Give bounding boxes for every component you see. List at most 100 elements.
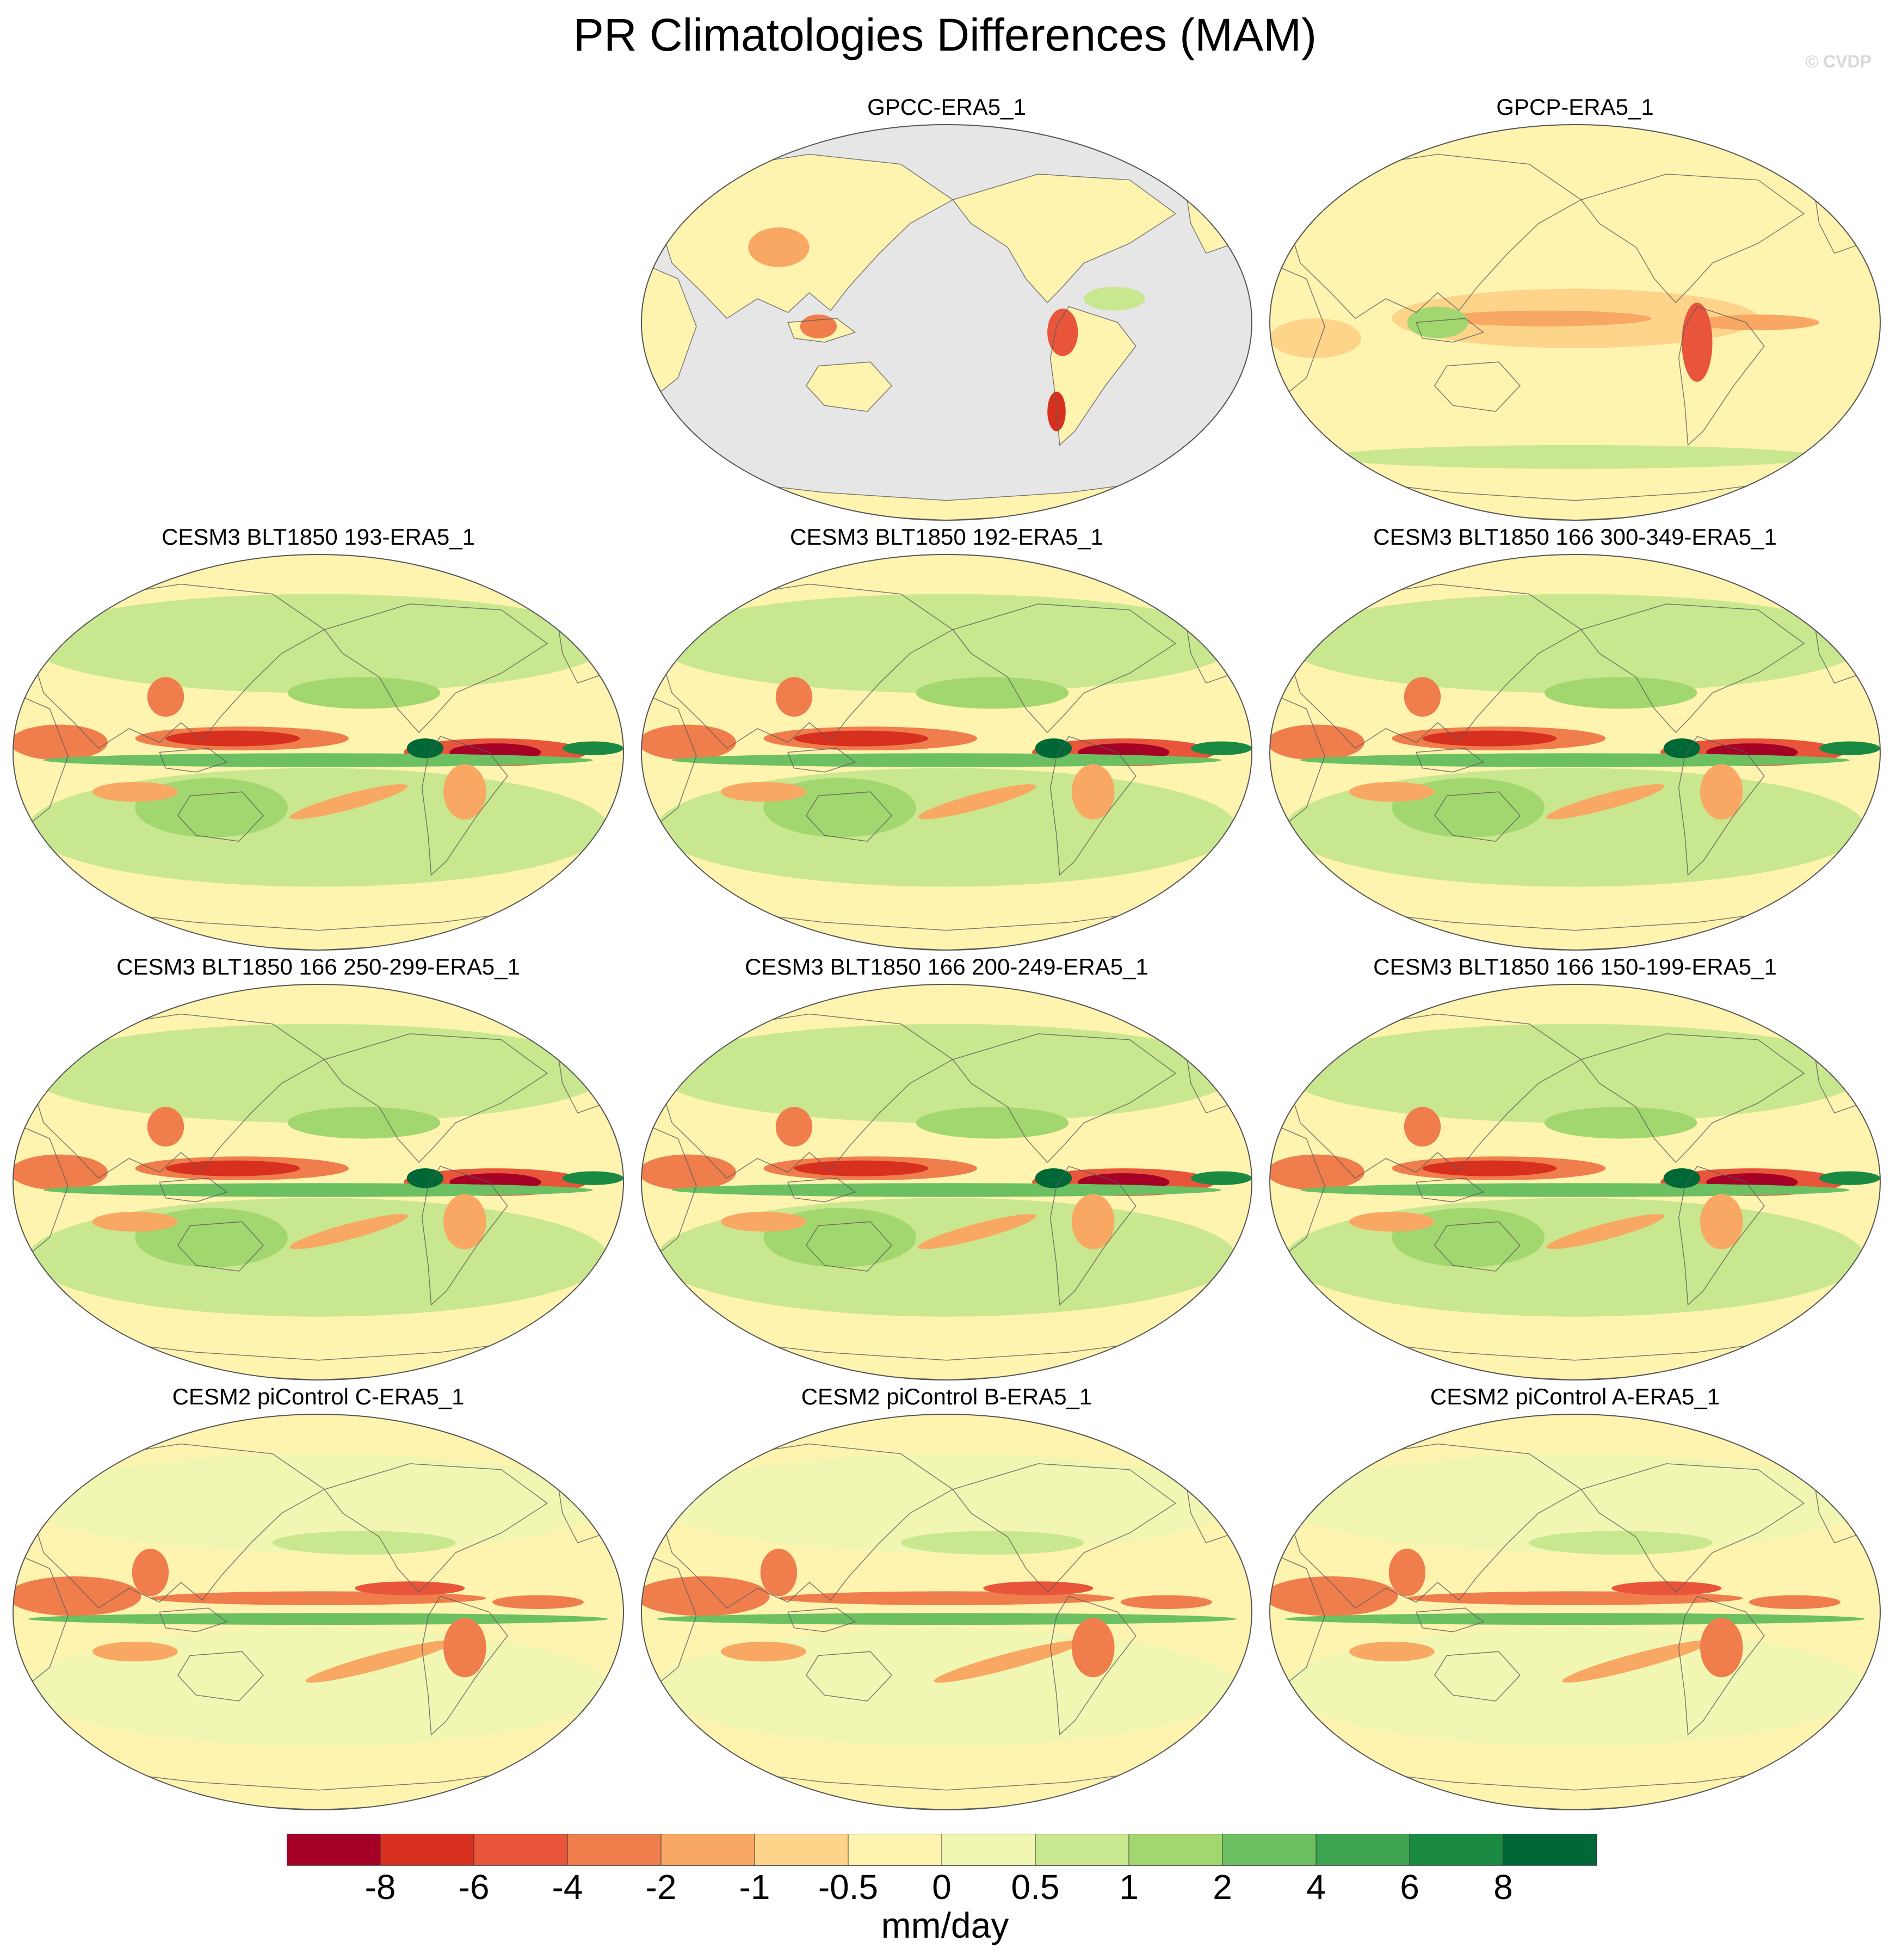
colorbar: -8 -6 -4 -2 -1 -0.5 0 0.5 1 2 4 6 8 (287, 1834, 1597, 1904)
coastline-north-america (1580, 174, 1805, 304)
panel-title-5: CESM3 BLT1850 166 300-349-ERA5_1 (1373, 524, 1777, 550)
east-asia-dry (1404, 1107, 1441, 1147)
atlantic-dry (492, 1595, 584, 1609)
nh-midlat-wet (657, 1024, 1237, 1123)
coastline-maritime-continent (787, 318, 856, 343)
panel-title-8: CESM3 BLT1850 166 150-199-ERA5_1 (1373, 954, 1777, 979)
coastline-north-america (952, 603, 1177, 734)
coastline-south-america (1678, 1595, 1765, 1736)
coastline-maritime-continent (787, 1178, 856, 1203)
coastline-south-america (421, 1595, 508, 1736)
panel-title-10: CESM2 piControl B-ERA5_1 (801, 1384, 1092, 1409)
map-panel-9 (13, 1414, 624, 1810)
npacific-wet (916, 1107, 1069, 1139)
colorbar-tick-label: 0.5 (1011, 1867, 1060, 1904)
east-asia-dry (1404, 677, 1441, 717)
atlantic-dry (1697, 315, 1819, 330)
colorbar-tick-label: 8 (1493, 1867, 1513, 1904)
land-australia (806, 362, 892, 412)
south-indian-dry (1349, 1212, 1435, 1232)
equatorial-wet-band (672, 753, 1221, 767)
panama-wet (406, 738, 444, 759)
east-pacific-dry (983, 1581, 1094, 1595)
east-atlantic-wet (1819, 1171, 1880, 1185)
map-outline (1269, 554, 1881, 951)
coastline-australia (177, 791, 264, 842)
brazil-dry (443, 1618, 486, 1678)
npacific-wet (900, 1531, 1084, 1555)
north-itcz-core (794, 730, 929, 747)
coastline-asia-europe (28, 1013, 325, 1179)
coastline-south-america (1678, 1166, 1765, 1306)
brazil-dry (1072, 1618, 1115, 1678)
east-asia-dry (775, 1107, 813, 1147)
colorbar-box-2 (380, 1834, 474, 1865)
coastline-australia (177, 1221, 264, 1272)
east-atlantic-wet (1819, 741, 1880, 755)
coastline-south-america (421, 736, 508, 876)
south-indian-dry (720, 782, 806, 802)
map-outline (13, 1414, 624, 1810)
indian-ocean-dry (1270, 1154, 1364, 1190)
brazil-dry (1072, 1194, 1115, 1250)
colorbar-box-3 (474, 1834, 567, 1865)
nh-midlat-wet (1285, 1024, 1865, 1123)
npacific-wet (916, 677, 1069, 709)
equatorial-wet-band (1300, 1183, 1850, 1197)
map-panel-5 (1269, 554, 1881, 951)
spcz-dry (1546, 784, 1665, 819)
panama-wet (406, 1168, 444, 1188)
colorbar-box-4 (567, 1834, 661, 1865)
equatorial-wet-band (672, 1183, 1221, 1197)
npacific-wet (287, 1107, 441, 1139)
coastline-north-america (323, 1033, 548, 1163)
coastline-maritime-continent (159, 748, 228, 773)
spcz-dry (1562, 1640, 1710, 1683)
coastline-north-america (952, 1463, 1177, 1593)
east-asia-dry (1388, 1549, 1426, 1597)
nh-midlat-wet (28, 1024, 608, 1123)
colorbar-box-10 (1129, 1834, 1222, 1865)
colorbar-tick-label: 2 (1213, 1867, 1232, 1904)
coastline-maritime-continent (787, 748, 856, 773)
watermark: © CVDP (1805, 52, 1872, 71)
panel-title-9: CESM2 piControl C-ERA5_1 (172, 1384, 465, 1409)
atlantic-dry (1120, 1595, 1212, 1609)
colorbar-unit-label: mm/day (881, 1905, 1009, 1945)
spcz-dry (289, 1214, 408, 1249)
coastline-south-america (1049, 1595, 1137, 1736)
coastline-asia-europe (656, 583, 954, 749)
map-panel-1 (641, 124, 1252, 521)
spcz-dry (305, 1640, 453, 1683)
east-asia-dry (760, 1549, 798, 1597)
brazil-dry (1700, 1618, 1743, 1678)
north-itcz-core (1422, 1160, 1557, 1176)
coastline-australia (805, 1221, 893, 1272)
map-outline (641, 124, 1252, 521)
npacific-wet (1529, 1531, 1713, 1555)
south-indian-dry (92, 782, 178, 802)
map-outline (641, 984, 1252, 1380)
south-indian-dry (1349, 782, 1435, 802)
south-indian-dry (1349, 1642, 1435, 1662)
coastline-asia-europe (28, 583, 325, 749)
equatorial-wet-band (1300, 753, 1850, 767)
map-panel-7 (641, 984, 1252, 1380)
coastline-maritime-continent (159, 1607, 228, 1632)
south-indian-dry (720, 1212, 806, 1232)
coastline-south-america (1678, 306, 1765, 446)
npacific-wet (1544, 677, 1697, 709)
coastline-north-america (1580, 1033, 1805, 1163)
coastline-south-america (1678, 736, 1765, 876)
coastline-africa (1270, 1122, 1325, 1258)
coastline-australia (1434, 361, 1521, 412)
map-outline (13, 984, 624, 1380)
coastline-south-america (421, 1166, 508, 1306)
equatorial-wet-band (44, 753, 593, 767)
panama-wet (1035, 738, 1072, 759)
coastline-australia (1434, 1221, 1521, 1272)
panama-wet (1663, 1168, 1701, 1188)
equatorial-wet-band (657, 1613, 1237, 1625)
coastline-north-america (323, 1463, 548, 1593)
colorbar-tick-label: -4 (552, 1867, 583, 1904)
